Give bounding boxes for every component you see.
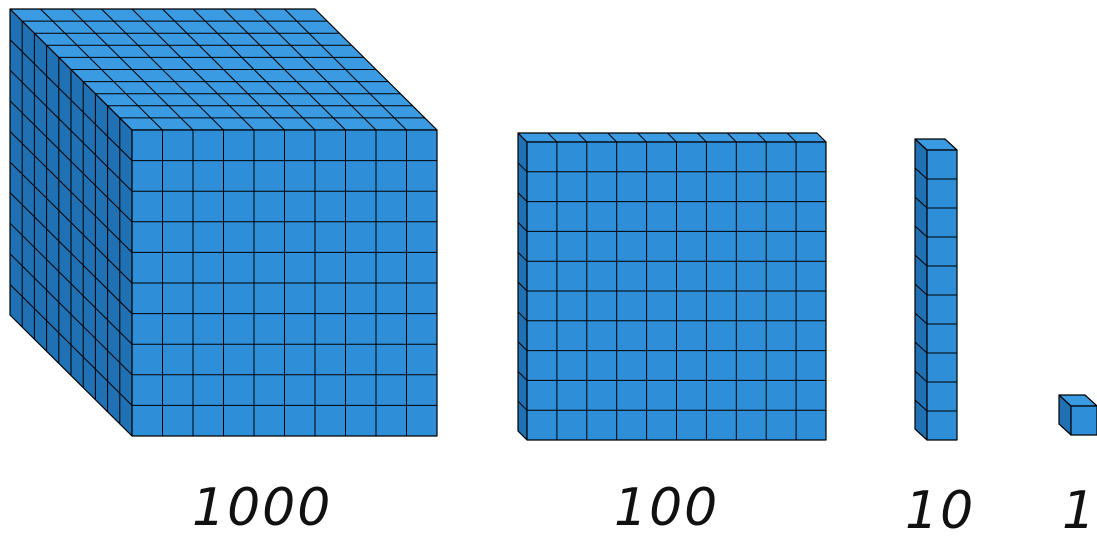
grid-line	[517, 400, 528, 411]
grid-line	[517, 341, 528, 351]
one-label: 1	[1062, 481, 1097, 541]
grid-line	[756, 132, 767, 143]
ten-rod	[914, 138, 958, 441]
thousand-cube	[9, 8, 438, 437]
grid-line	[914, 370, 928, 383]
grid-line	[914, 167, 928, 180]
grid-line	[637, 132, 647, 143]
grid-line	[517, 192, 528, 202]
grid-line	[517, 162, 528, 173]
grid-line	[914, 399, 928, 412]
hundred-label: 100	[614, 478, 720, 538]
grid-line	[914, 254, 928, 267]
front-face	[1070, 405, 1097, 436]
grid-line	[914, 312, 928, 325]
grid-line	[517, 281, 528, 292]
hundred-flat	[517, 132, 827, 441]
grid-line	[726, 132, 737, 143]
grid-line	[607, 132, 618, 143]
ten-label: 10	[905, 481, 976, 541]
grid-line	[914, 225, 928, 238]
grid-line	[547, 132, 558, 143]
grid-line	[577, 132, 588, 143]
grid-line	[697, 132, 707, 143]
grid-line	[914, 341, 928, 354]
unit-cube	[1058, 394, 1097, 436]
grid-line	[517, 222, 528, 232]
grid-line	[786, 132, 797, 143]
grid-line	[914, 196, 928, 209]
grid-line	[914, 283, 928, 296]
grid-line	[517, 311, 528, 322]
grid-line	[517, 371, 528, 381]
grid-line	[667, 132, 677, 143]
thousand-label: 1000	[192, 478, 333, 538]
grid-line	[517, 251, 528, 262]
